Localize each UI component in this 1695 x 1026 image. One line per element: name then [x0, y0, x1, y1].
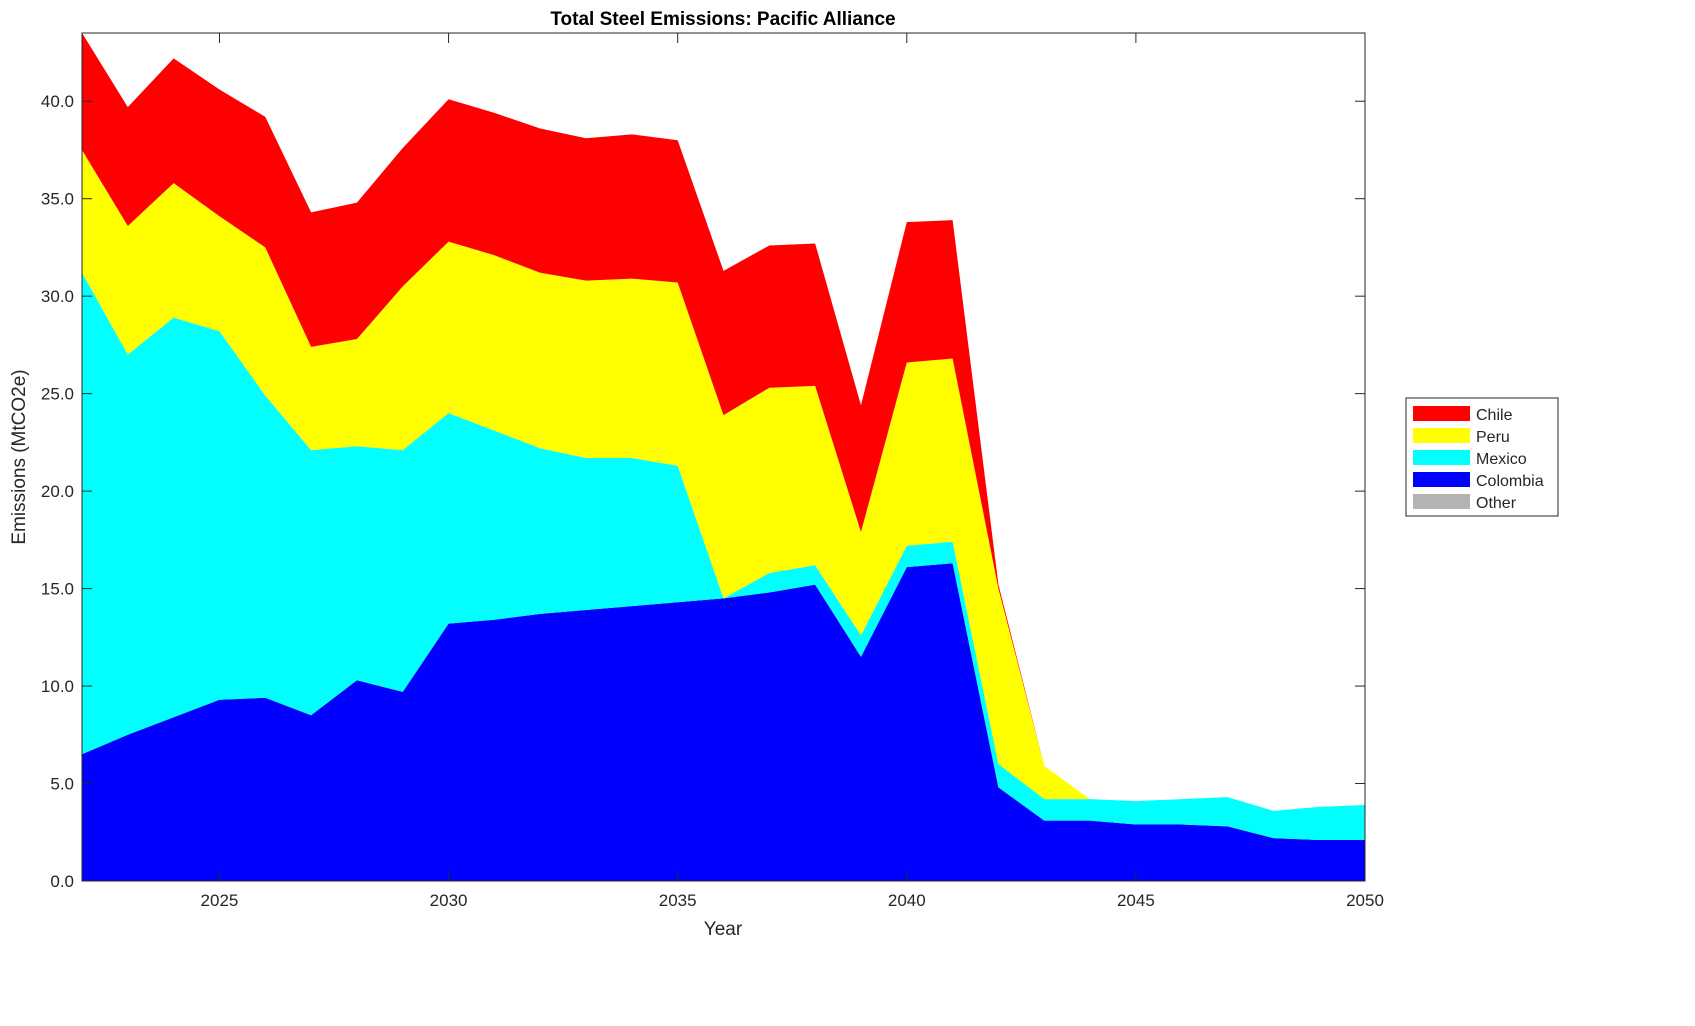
legend-swatch-peru — [1413, 428, 1470, 443]
y-tick-label: 25.0 — [41, 385, 74, 404]
legend-swatch-chile — [1413, 406, 1470, 421]
x-tick-label: 2045 — [1117, 891, 1155, 910]
x-axis: 2025 2030 2035 2040 2045 2050 — [201, 33, 1384, 910]
x-tick-label: 2050 — [1346, 891, 1384, 910]
y-tick-label: 40.0 — [41, 92, 74, 111]
legend-swatch-colombia — [1413, 472, 1470, 487]
y-tick-label: 0.0 — [50, 872, 74, 891]
legend-label-peru: Peru — [1476, 429, 1510, 446]
plot-frame — [81, 32, 1366, 882]
x-tick-label: 2040 — [888, 891, 926, 910]
y-axis: 0.0 5.0 10.0 15.0 20.0 25.0 30.0 35.0 40.0 — [41, 92, 1365, 891]
x-tick-label: 2035 — [659, 891, 697, 910]
legend-label-colombia: Colombia — [1476, 473, 1544, 490]
legend: Chile Peru Mexico Colombia Other — [1405, 397, 1559, 517]
area-colombia — [82, 563, 1365, 881]
area-chile — [82, 33, 1365, 811]
y-tick-label: 20.0 — [41, 482, 74, 501]
x-axis-label: Year — [704, 919, 743, 940]
y-tick-label: 10.0 — [41, 677, 74, 696]
y-tick-label: 35.0 — [41, 190, 74, 209]
area-layer — [82, 33, 1365, 881]
y-tick-label: 5.0 — [50, 775, 74, 794]
y-tick-label: 30.0 — [41, 287, 74, 306]
legend-label-other: Other — [1476, 495, 1517, 512]
area-mexico — [82, 272, 1365, 841]
legend-label-mexico: Mexico — [1476, 451, 1527, 468]
legend-label-chile: Chile — [1476, 407, 1513, 424]
x-tick-label: 2030 — [430, 891, 468, 910]
y-axis-label: Emissions (MtCO2e) — [9, 369, 30, 544]
legend-swatch-other — [1413, 494, 1470, 509]
y-tick-label: 15.0 — [41, 580, 74, 599]
chart-title: Total Steel Emissions: Pacific Alliance — [550, 9, 895, 30]
legend-swatch-mexico — [1413, 450, 1470, 465]
area-peru — [82, 149, 1365, 811]
x-tick-label: 2025 — [201, 891, 239, 910]
